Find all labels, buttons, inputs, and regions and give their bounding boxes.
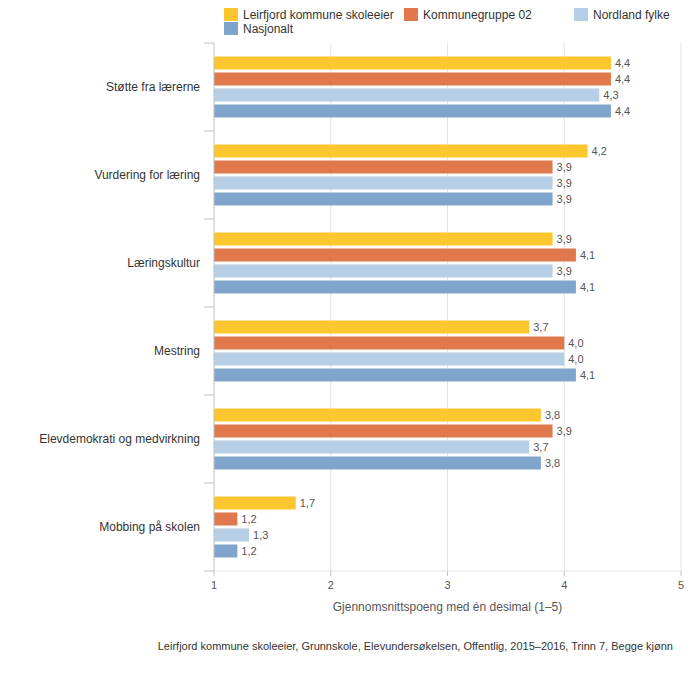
legend-item: Kommunegruppe 02 xyxy=(404,8,532,22)
category-label: Mestring xyxy=(154,344,200,358)
data-label: 3,7 xyxy=(533,441,548,453)
tick-mark xyxy=(447,571,448,576)
bar xyxy=(214,337,564,350)
bar xyxy=(214,105,611,118)
data-label: 3,9 xyxy=(557,233,572,245)
tick-label: 2 xyxy=(328,579,334,591)
data-label: 4,4 xyxy=(615,105,630,117)
data-label: 4,1 xyxy=(580,281,595,293)
legend-item: Leirfjord kommune skoleeier xyxy=(224,8,394,22)
category-label: Støtte fra lærerne xyxy=(106,80,200,94)
data-label: 4,2 xyxy=(592,145,607,157)
chart: 4,4 4,2 3,9 3,7 3,8 1,7 4,4 3,9 4,1 4,0 3,9 1,2 4,3 3… xyxy=(0,0,700,676)
bar xyxy=(214,89,599,102)
bar xyxy=(214,73,611,86)
bar xyxy=(214,161,553,174)
bar xyxy=(214,409,541,422)
grid-line xyxy=(681,43,682,571)
legend-item: Nordland fylke xyxy=(574,8,670,22)
legend-label: Nordland fylke xyxy=(593,8,670,22)
data-label: 4,3 xyxy=(603,89,618,101)
grid-line xyxy=(447,43,448,571)
bar xyxy=(214,497,296,510)
data-label: 4,0 xyxy=(568,337,583,349)
data-label: 4,1 xyxy=(580,369,595,381)
bar xyxy=(214,457,541,470)
annotation: Leirfjord kommune skoleeier, Grunnskole,… xyxy=(158,640,673,652)
category-separator xyxy=(204,395,214,396)
data-label: 3,9 xyxy=(557,265,572,277)
legend-swatch xyxy=(224,8,238,21)
data-label: 4,4 xyxy=(615,57,630,69)
grid-line xyxy=(564,43,565,571)
bar xyxy=(214,233,553,246)
data-label: 3,9 xyxy=(557,177,572,189)
bar xyxy=(214,177,553,190)
category-separator xyxy=(204,483,214,484)
data-label: 1,2 xyxy=(241,545,256,557)
bar xyxy=(214,193,553,206)
category-separator xyxy=(204,43,214,44)
data-label: 3,8 xyxy=(545,457,560,469)
data-label: 3,9 xyxy=(557,161,572,173)
legend-swatch xyxy=(404,8,418,21)
tick-label: 3 xyxy=(444,579,450,591)
bar xyxy=(214,57,611,70)
tick-label: 1 xyxy=(211,579,217,591)
tick-mark xyxy=(214,571,215,576)
data-label: 3,7 xyxy=(533,321,548,333)
bar xyxy=(214,545,237,558)
category-separator xyxy=(204,219,214,220)
data-label: 3,8 xyxy=(545,409,560,421)
category-label: Læringskultur xyxy=(127,256,200,270)
bar xyxy=(214,513,237,526)
legend-swatch xyxy=(574,8,588,21)
legend-item: Nasjonalt xyxy=(224,22,294,36)
bar xyxy=(214,529,249,542)
data-label: 4,4 xyxy=(615,73,630,85)
bar xyxy=(214,265,553,278)
bar xyxy=(214,249,576,262)
tick-mark xyxy=(564,571,565,576)
category-label: Elevdemokrati og medvirkning xyxy=(39,432,200,446)
bar xyxy=(214,425,553,438)
legend-swatch xyxy=(224,22,238,35)
axis-title: Gjennomsnittspoeng med én desimal (1–5) xyxy=(333,600,562,614)
category-label: Vurdering for læring xyxy=(94,168,200,182)
bar xyxy=(214,369,576,382)
bar xyxy=(214,353,564,366)
tick-mark xyxy=(681,571,682,576)
data-label: 3,9 xyxy=(557,425,572,437)
legend-label: Kommunegruppe 02 xyxy=(423,8,532,22)
data-label: 1,2 xyxy=(241,513,256,525)
data-label: 1,7 xyxy=(300,497,315,509)
bars xyxy=(214,57,611,558)
grid-line xyxy=(330,43,331,571)
bar xyxy=(214,145,588,158)
tick-label: 5 xyxy=(678,579,684,591)
data-labels: 4,4 4,2 3,9 3,7 3,8 1,7 4,4 3,9 4,1 4,0 3,9 1,2 4,3 3… xyxy=(241,57,630,557)
legend-label: Leirfjord kommune skoleeier xyxy=(243,8,394,22)
data-label: 4,0 xyxy=(568,353,583,365)
bar xyxy=(214,321,529,334)
bar xyxy=(214,281,576,294)
data-label: 1,3 xyxy=(253,529,268,541)
bar xyxy=(214,441,529,454)
category-separator xyxy=(204,307,214,308)
data-label: 3,9 xyxy=(557,193,572,205)
data-label: 4,1 xyxy=(580,249,595,261)
category-separator xyxy=(204,571,214,572)
category-separator xyxy=(204,131,214,132)
category-label: Mobbing på skolen xyxy=(99,520,200,534)
legend-label: Nasjonalt xyxy=(243,22,294,36)
tick-mark xyxy=(330,571,331,576)
tick-label: 4 xyxy=(561,579,567,591)
